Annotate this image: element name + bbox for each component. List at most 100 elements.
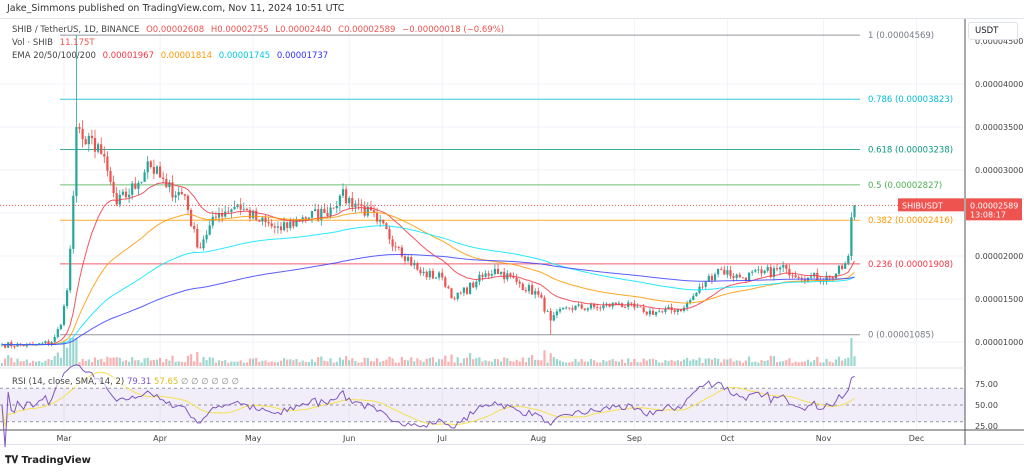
- volume-bar: [434, 362, 438, 366]
- candle-body: [512, 276, 515, 278]
- candle-body: [741, 277, 744, 279]
- volume-bar: [509, 360, 512, 366]
- candle-body: [487, 273, 490, 276]
- volume-bar: [366, 357, 369, 366]
- candle-body: [314, 209, 317, 212]
- candle-body: [847, 256, 850, 264]
- rsi-line: [1, 364, 855, 448]
- volume-bar: [230, 361, 233, 366]
- volume-bar: [782, 361, 785, 366]
- candle-body: [549, 310, 552, 321]
- volume-bar: [593, 360, 596, 366]
- candle-body: [317, 209, 320, 221]
- month-label: Sep: [627, 434, 642, 443]
- candle-body: [438, 272, 441, 278]
- candle-body: [735, 274, 738, 278]
- candle-body: [4, 344, 7, 348]
- candle-body: [360, 204, 363, 206]
- volume-bar: [568, 362, 571, 366]
- candle-body: [100, 144, 103, 154]
- candle-body: [648, 310, 651, 315]
- volume-bar: [831, 362, 834, 366]
- volume-bar: [279, 360, 283, 366]
- candle-body: [143, 172, 146, 182]
- candle-body: [59, 324, 62, 330]
- candle-body: [704, 281, 707, 287]
- candle-body: [338, 195, 341, 206]
- candle-body: [391, 239, 394, 247]
- candle-body: [850, 217, 853, 256]
- volume-bar: [806, 359, 810, 366]
- currency-button[interactable]: USDT: [968, 22, 1018, 40]
- candle-body: [131, 183, 134, 195]
- volume-bar: [469, 353, 472, 366]
- last-price-label: 0.00002589: [970, 201, 1018, 210]
- volume-bar: [286, 359, 289, 366]
- volume-label[interactable]: Vol · SHIB: [12, 38, 53, 48]
- candle-body: [469, 282, 472, 294]
- candle-body: [667, 307, 670, 310]
- volume-bar: [323, 360, 326, 366]
- volume-bar: [171, 355, 174, 366]
- candle-body: [230, 209, 233, 213]
- candle-body: [258, 219, 261, 222]
- volume-bar: [583, 361, 586, 366]
- volume-bar: [341, 359, 345, 366]
- candle-body: [146, 161, 149, 173]
- candle-body: [416, 263, 419, 270]
- candle-body: [177, 191, 180, 196]
- volume-bar: [670, 359, 673, 366]
- price-chart[interactable]: 0.00004500 0.00004000 0.00003500 0.00003000…: [0, 0, 1024, 450]
- candle-body: [93, 138, 97, 152]
- volume-bar: [605, 361, 608, 366]
- candle-body: [208, 225, 211, 235]
- tradingview-logo: 𝐓𝐕 TradingView: [5, 455, 91, 466]
- ema20-value: 0.00001967: [102, 51, 154, 61]
- rsi-label[interactable]: RSI (14, close, SMA, 14, 2): [12, 377, 125, 387]
- candle-body: [50, 342, 53, 345]
- volume-bar: [608, 360, 611, 366]
- volume-bar: [363, 357, 366, 366]
- candle-body: [121, 191, 124, 195]
- volume-bar: [72, 338, 75, 366]
- volume-bar: [620, 359, 624, 366]
- candle-body: [568, 307, 571, 309]
- candle-body: [434, 277, 438, 279]
- volume-bar: [292, 360, 295, 366]
- candle-body: [664, 309, 667, 312]
- volume-bar: [397, 362, 400, 366]
- volume-bar: [128, 361, 131, 366]
- candle-body: [772, 268, 775, 277]
- volume-bar: [289, 359, 292, 366]
- candle-body: [279, 226, 283, 231]
- volume-bar: [283, 358, 286, 366]
- volume-bar: [735, 360, 738, 366]
- volume-bar: [834, 359, 837, 366]
- volume-bar: [661, 362, 664, 366]
- volume-bar: [744, 360, 748, 366]
- candle-body: [221, 213, 224, 217]
- ema100-value: 0.00001745: [218, 51, 271, 61]
- volume-bar: [624, 362, 627, 366]
- volume-bar: [345, 355, 348, 366]
- volume-bar: [385, 359, 388, 366]
- candle-body: [617, 303, 620, 305]
- ema-label[interactable]: EMA 20/50/100/200: [12, 51, 96, 61]
- month-label: Nov: [816, 434, 832, 443]
- volume-bar: [450, 354, 453, 366]
- volume-bar: [273, 362, 276, 366]
- candle-body: [837, 265, 841, 274]
- candle-body: [248, 210, 252, 219]
- volume-bar: [162, 362, 165, 366]
- symbol-name[interactable]: SHIB / TetherUS, 1D, BINANCE: [12, 25, 140, 35]
- candle-body: [661, 311, 664, 313]
- volume-bar: [4, 358, 7, 366]
- candle-body: [112, 181, 115, 194]
- candle-body: [738, 274, 741, 278]
- candle-body: [425, 271, 428, 278]
- candle-body: [527, 285, 531, 292]
- candle-body: [267, 222, 270, 224]
- volume-bar: [93, 357, 97, 366]
- candle-body: [255, 210, 258, 220]
- volume-bar: [713, 358, 717, 366]
